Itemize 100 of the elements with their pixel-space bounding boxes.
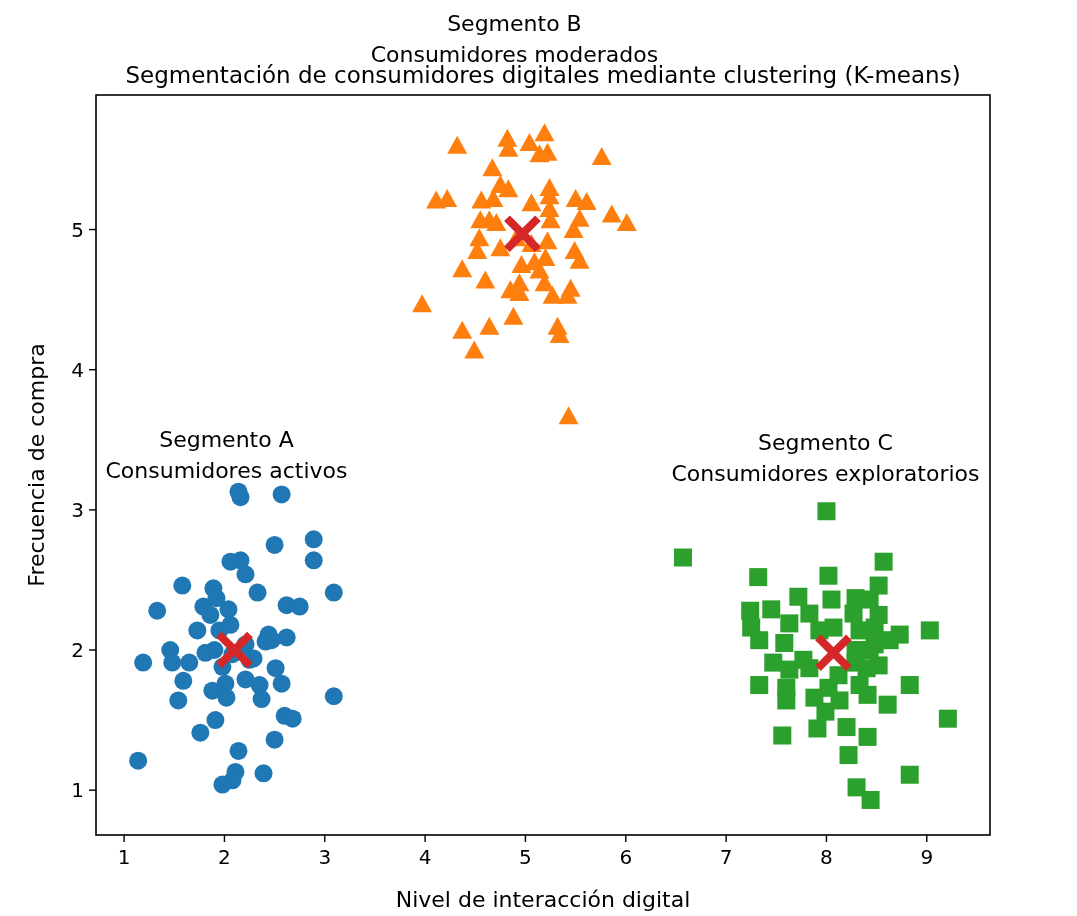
point	[874, 552, 893, 571]
point	[800, 604, 819, 623]
point	[847, 778, 866, 797]
point	[900, 676, 919, 695]
point	[816, 702, 835, 721]
point	[822, 590, 841, 609]
chart-title: Segmentación de consumidores digitales mediante clustering (K-means)	[125, 62, 961, 88]
point	[447, 135, 468, 154]
point	[839, 746, 858, 765]
point	[254, 764, 273, 783]
point	[479, 316, 500, 335]
point	[503, 306, 524, 325]
point	[475, 270, 496, 289]
point	[213, 775, 232, 794]
point	[780, 660, 799, 679]
point	[900, 765, 919, 784]
point	[749, 568, 768, 587]
point	[265, 535, 284, 554]
point	[250, 676, 269, 695]
point	[236, 670, 255, 689]
point	[750, 631, 769, 650]
point	[272, 674, 291, 693]
point	[304, 530, 323, 549]
point	[196, 643, 215, 662]
point	[775, 633, 794, 652]
point	[129, 751, 148, 770]
point	[558, 406, 579, 425]
point	[762, 600, 781, 619]
point	[207, 589, 226, 608]
point	[324, 687, 343, 706]
point	[188, 621, 207, 640]
point	[180, 653, 199, 672]
point	[938, 709, 957, 728]
point	[800, 659, 819, 678]
point	[816, 636, 851, 670]
y-tick-label: 1	[71, 778, 84, 803]
point	[537, 231, 558, 250]
y-axis-title: Frecuencia de compra	[24, 343, 49, 587]
point	[858, 685, 877, 704]
point	[805, 688, 824, 707]
point	[817, 502, 836, 521]
point	[191, 723, 210, 742]
point	[591, 147, 612, 166]
point	[858, 727, 877, 746]
point	[534, 123, 555, 142]
point	[272, 485, 291, 504]
point	[290, 597, 309, 616]
point	[452, 320, 473, 339]
point	[837, 718, 856, 737]
point	[482, 158, 503, 177]
point	[266, 659, 285, 678]
x-tick-label: 2	[218, 845, 231, 869]
point	[601, 204, 622, 223]
point	[324, 583, 343, 602]
point	[283, 709, 302, 728]
point	[277, 628, 296, 647]
point	[920, 621, 939, 640]
point	[576, 191, 597, 210]
point	[304, 551, 323, 570]
y-tick-label: 2	[71, 638, 84, 662]
y-tick-label: 4	[71, 357, 84, 382]
point	[229, 741, 248, 760]
point	[824, 618, 843, 637]
point	[163, 653, 182, 672]
point	[248, 583, 267, 602]
x-tick-label: 7	[719, 845, 733, 869]
point	[521, 193, 542, 212]
point	[569, 208, 590, 227]
point	[764, 653, 783, 672]
point	[236, 565, 255, 584]
point	[148, 601, 167, 620]
point	[498, 179, 519, 198]
x-tick-label: 9	[920, 845, 934, 869]
point	[569, 250, 590, 269]
point	[173, 576, 192, 595]
point	[219, 600, 238, 619]
point	[169, 691, 188, 710]
point	[486, 212, 507, 231]
point	[265, 730, 284, 749]
point	[878, 695, 897, 714]
y-tick-label: 3	[71, 497, 84, 522]
point	[750, 676, 769, 695]
x-tick-label: 1	[117, 845, 131, 869]
point	[519, 133, 540, 152]
point	[861, 790, 880, 809]
point	[773, 726, 792, 745]
point	[819, 566, 838, 585]
point	[616, 212, 637, 231]
point	[464, 340, 485, 359]
point	[542, 285, 563, 304]
point	[741, 601, 760, 620]
x-tick-label: 4	[418, 845, 432, 869]
x-tick-label: 5	[519, 845, 532, 869]
point	[780, 614, 799, 633]
point	[217, 633, 252, 667]
point	[490, 238, 511, 257]
point	[206, 711, 225, 730]
x-axis-title: Nivel de interacción digital	[395, 887, 691, 912]
annotation: Segmento C Consumidores exploratorios	[671, 429, 980, 486]
point	[134, 653, 153, 672]
